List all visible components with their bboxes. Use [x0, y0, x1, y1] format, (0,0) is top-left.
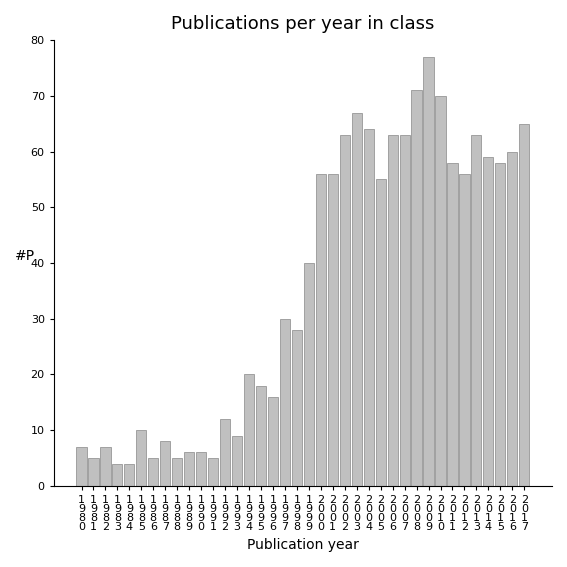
- Bar: [136, 430, 146, 486]
- Bar: [100, 447, 111, 486]
- Bar: [340, 135, 350, 486]
- Bar: [471, 135, 481, 486]
- Bar: [316, 174, 326, 486]
- Bar: [268, 397, 278, 486]
- Bar: [435, 96, 446, 486]
- Y-axis label: #P: #P: [15, 249, 35, 263]
- Bar: [459, 174, 469, 486]
- Bar: [519, 124, 530, 486]
- Bar: [424, 57, 434, 486]
- Bar: [88, 458, 99, 486]
- Bar: [352, 112, 362, 486]
- Bar: [388, 135, 397, 486]
- Bar: [196, 452, 206, 486]
- Title: Publications per year in class: Publications per year in class: [171, 15, 434, 33]
- X-axis label: Publication year: Publication year: [247, 538, 359, 552]
- Bar: [208, 458, 218, 486]
- Bar: [483, 157, 493, 486]
- Bar: [375, 179, 386, 486]
- Bar: [148, 458, 158, 486]
- Bar: [400, 135, 410, 486]
- Bar: [160, 441, 170, 486]
- Bar: [256, 386, 266, 486]
- Bar: [447, 163, 458, 486]
- Bar: [280, 319, 290, 486]
- Bar: [363, 129, 374, 486]
- Bar: [232, 435, 242, 486]
- Bar: [244, 374, 254, 486]
- Bar: [412, 90, 422, 486]
- Bar: [124, 464, 134, 486]
- Bar: [77, 447, 87, 486]
- Bar: [495, 163, 505, 486]
- Bar: [304, 263, 314, 486]
- Bar: [112, 464, 122, 486]
- Bar: [507, 151, 517, 486]
- Bar: [328, 174, 338, 486]
- Bar: [184, 452, 194, 486]
- Bar: [292, 330, 302, 486]
- Bar: [172, 458, 183, 486]
- Bar: [220, 419, 230, 486]
